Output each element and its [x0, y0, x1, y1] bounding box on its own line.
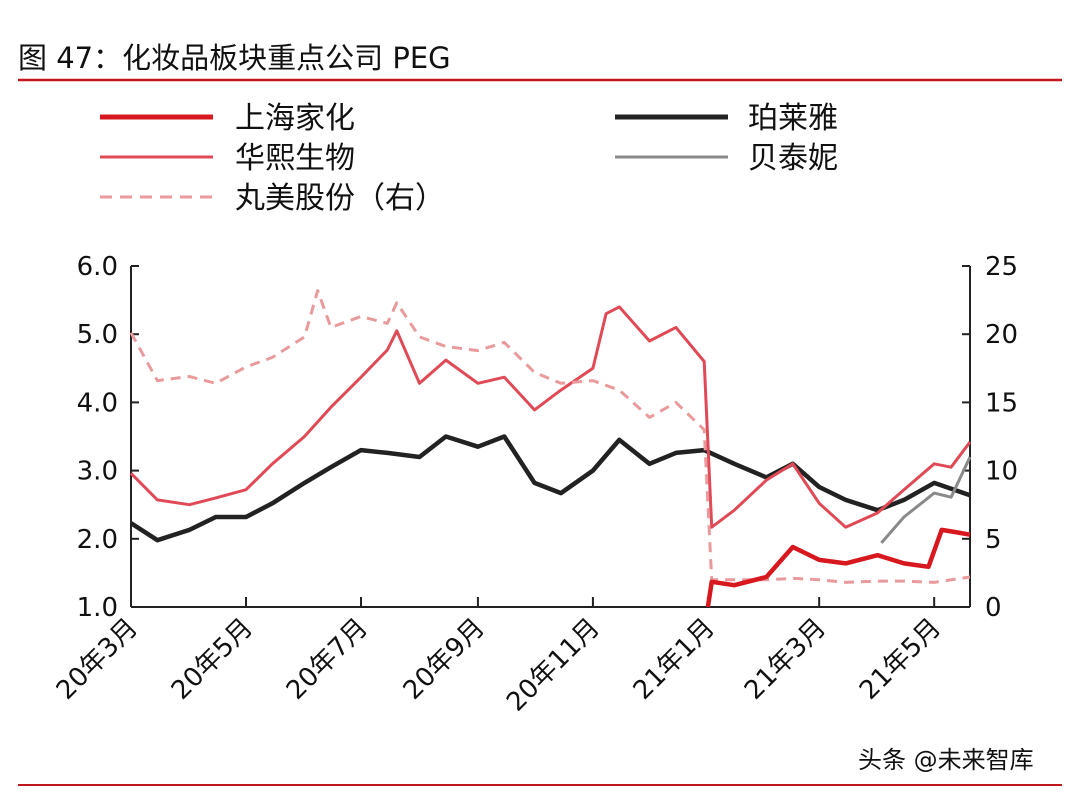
right-tick-label: 10 [985, 457, 1018, 487]
x-tick-label: 21年3月 [739, 613, 832, 706]
right-tick-label: 15 [985, 388, 1018, 418]
left-tick-label: 3.0 [77, 457, 118, 487]
left-tick-label: 5.0 [77, 320, 118, 350]
series-line-0 [705, 527, 971, 608]
left-tick-label: 4.0 [77, 388, 118, 418]
series-line-4 [129, 289, 971, 584]
left-tick-label: 6.0 [77, 252, 118, 282]
right-tick-label: 5 [985, 525, 1002, 555]
x-tick-label: 20年7月 [281, 613, 374, 706]
series-group [129, 289, 972, 608]
right-tick-label: 0 [985, 593, 1002, 623]
right-tick-label: 20 [985, 320, 1018, 350]
legend-label: 丸美股份（右） [235, 181, 445, 216]
x-tick-label: 20年11月 [501, 613, 606, 718]
x-tick-label: 20年9月 [398, 613, 491, 706]
series-line-3 [880, 456, 972, 544]
x-tick-label: 20年3月 [51, 613, 144, 706]
x-tick-label: 21年1月 [628, 613, 721, 706]
watermark: 头条 @未来智库 [858, 746, 1034, 774]
series-line-1 [129, 434, 971, 543]
left-tick-label: 1.0 [77, 593, 118, 623]
series-line-2 [129, 305, 972, 529]
chart-title: 图 47：化妆品板块重点公司 PEG [18, 41, 451, 75]
x-tick-label: 20年5月 [166, 613, 259, 706]
legend-label: 珀莱雅 [748, 101, 838, 136]
right-tick-label: 25 [985, 252, 1018, 282]
left-tick-label: 2.0 [77, 525, 118, 555]
legend-label: 上海家化 [235, 101, 355, 136]
x-tick-label: 21年5月 [854, 613, 947, 706]
legend-label: 贝泰妮 [748, 141, 838, 176]
legend-label: 华熙生物 [235, 141, 355, 176]
